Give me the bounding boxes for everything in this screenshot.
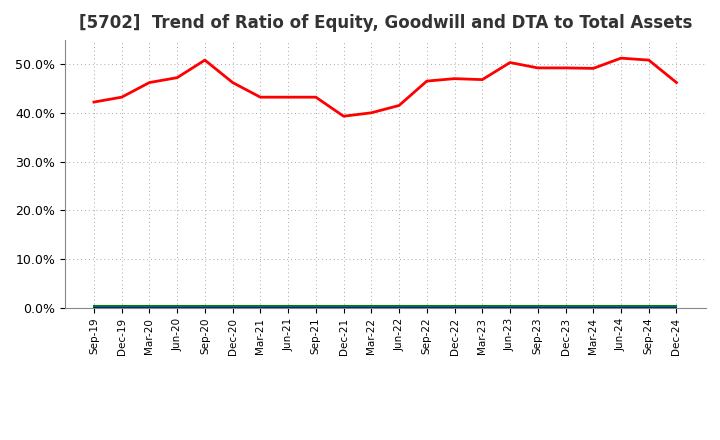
Goodwill (284, 305, 292, 311)
Deferred Tax Assets (117, 303, 126, 308)
Deferred Tax Assets (672, 303, 681, 308)
Deferred Tax Assets (423, 303, 431, 308)
Equity (256, 95, 265, 100)
Goodwill (616, 305, 625, 311)
Equity (145, 80, 154, 85)
Deferred Tax Assets (589, 303, 598, 308)
Goodwill (395, 305, 403, 311)
Equity (89, 99, 98, 105)
Deferred Tax Assets (395, 303, 403, 308)
Equity (367, 110, 376, 115)
Equity (284, 95, 292, 100)
Equity (672, 80, 681, 85)
Deferred Tax Assets (284, 303, 292, 308)
Goodwill (339, 305, 348, 311)
Goodwill (228, 305, 237, 311)
Goodwill (534, 305, 542, 311)
Deferred Tax Assets (367, 303, 376, 308)
Equity (312, 95, 320, 100)
Deferred Tax Assets (256, 303, 265, 308)
Equity (644, 58, 653, 63)
Equity (395, 103, 403, 108)
Deferred Tax Assets (339, 303, 348, 308)
Goodwill (312, 305, 320, 311)
Goodwill (367, 305, 376, 311)
Goodwill (173, 305, 181, 311)
Equity (228, 80, 237, 85)
Line: Equity: Equity (94, 58, 677, 116)
Deferred Tax Assets (201, 303, 210, 308)
Goodwill (589, 305, 598, 311)
Goodwill (505, 305, 514, 311)
Deferred Tax Assets (145, 303, 154, 308)
Deferred Tax Assets (312, 303, 320, 308)
Equity (339, 114, 348, 119)
Equity (173, 75, 181, 81)
Title: [5702]  Trend of Ratio of Equity, Goodwill and DTA to Total Assets: [5702] Trend of Ratio of Equity, Goodwil… (78, 15, 692, 33)
Equity (478, 77, 487, 82)
Goodwill (672, 305, 681, 311)
Goodwill (561, 305, 570, 311)
Goodwill (423, 305, 431, 311)
Equity (534, 65, 542, 70)
Deferred Tax Assets (478, 303, 487, 308)
Goodwill (145, 305, 154, 311)
Deferred Tax Assets (228, 303, 237, 308)
Equity (423, 78, 431, 84)
Deferred Tax Assets (616, 303, 625, 308)
Deferred Tax Assets (561, 303, 570, 308)
Equity (117, 95, 126, 100)
Deferred Tax Assets (173, 303, 181, 308)
Deferred Tax Assets (644, 303, 653, 308)
Goodwill (89, 305, 98, 311)
Deferred Tax Assets (89, 303, 98, 308)
Equity (201, 58, 210, 63)
Goodwill (644, 305, 653, 311)
Goodwill (450, 305, 459, 311)
Goodwill (117, 305, 126, 311)
Goodwill (256, 305, 265, 311)
Equity (616, 55, 625, 61)
Equity (505, 60, 514, 65)
Deferred Tax Assets (450, 303, 459, 308)
Equity (589, 66, 598, 71)
Goodwill (201, 305, 210, 311)
Goodwill (478, 305, 487, 311)
Deferred Tax Assets (505, 303, 514, 308)
Equity (450, 76, 459, 81)
Deferred Tax Assets (534, 303, 542, 308)
Equity (561, 65, 570, 70)
